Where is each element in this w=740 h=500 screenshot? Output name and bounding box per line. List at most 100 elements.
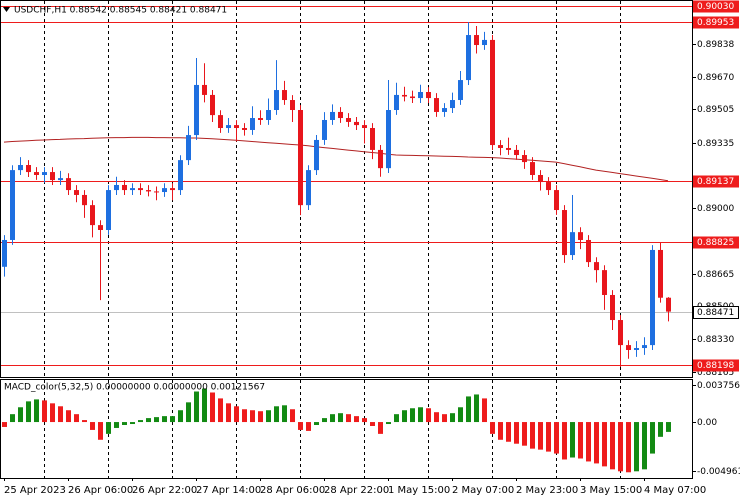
macd-bar: [306, 422, 311, 431]
candle-body: [482, 39, 487, 46]
macd-bar: [378, 422, 383, 434]
macd-bar: [106, 422, 111, 434]
macd-bar: [218, 398, 223, 423]
candle-body: [314, 139, 319, 171]
x-tick-label: 1 May 15:00: [388, 485, 450, 496]
candle-body: [474, 35, 479, 46]
y-tick-label: 0.00: [697, 418, 717, 428]
candle-body: [642, 345, 647, 349]
candle-body: [522, 155, 527, 163]
candle-body: [10, 170, 15, 240]
macd-bar: [666, 422, 671, 432]
macd-bar: [594, 422, 599, 464]
candle-body: [282, 90, 287, 101]
level-label-box: [693, 175, 739, 188]
macd-bar: [474, 394, 479, 423]
macd-bar: [186, 402, 191, 423]
macd-bar: [362, 418, 367, 423]
macd-bar: [114, 422, 119, 428]
macd-bar: [122, 422, 127, 426]
macd-bar: [154, 417, 159, 423]
macd-bar: [290, 409, 295, 423]
macd-bar: [162, 416, 167, 423]
candle-body: [274, 90, 279, 111]
x-tick-label: 25 Apr 2023: [4, 485, 66, 496]
main-frame: [0, 0, 693, 378]
candle-body: [50, 172, 55, 181]
candle-body: [82, 194, 87, 206]
macd-bar: [18, 407, 23, 423]
macd-bar: [522, 422, 527, 446]
level-label: 0.88198: [697, 361, 734, 371]
macd-bar: [458, 407, 463, 423]
candle-body: [298, 110, 303, 206]
macd-bar: [242, 409, 247, 423]
macd-bar: [394, 414, 399, 423]
candle-body: [354, 121, 359, 126]
macd-bar: [434, 412, 439, 423]
candle-body: [290, 100, 295, 111]
level-label: 0.89953: [697, 18, 734, 28]
candle-body: [58, 178, 63, 181]
x-tick-label: 3 May 15:00: [580, 485, 642, 496]
candle-body: [18, 165, 23, 171]
x-tick-label: 28 Apr 22:00: [324, 485, 389, 496]
candle-body: [74, 190, 79, 195]
macd-bar: [370, 422, 375, 426]
macd-bar: [490, 422, 495, 434]
macd-bar: [250, 410, 255, 423]
candle-body: [178, 160, 183, 191]
candle-body: [650, 249, 655, 346]
candle-body: [530, 162, 535, 175]
macd-bar: [234, 406, 239, 423]
candle-body: [538, 174, 543, 183]
macd-bar: [58, 406, 63, 423]
macd-bar: [194, 391, 199, 423]
macd-bar: [170, 416, 175, 423]
macd-bar: [634, 422, 639, 472]
candle-body: [626, 345, 631, 350]
candle-body: [90, 205, 95, 226]
macd-bar: [226, 403, 231, 423]
y-tick-label: 0.88165: [697, 368, 734, 378]
level-label: 0.89137: [697, 177, 734, 187]
y-tick-label: 0.89670: [697, 73, 734, 83]
macd-bar: [98, 422, 103, 440]
macd-bar: [354, 416, 359, 423]
candle-body: [186, 135, 191, 161]
candle-body: [130, 188, 135, 191]
macd-bar: [514, 422, 519, 444]
candle-body: [514, 149, 519, 156]
macd-frame: [0, 379, 693, 479]
candle-body: [410, 96, 415, 99]
macd-bar: [282, 405, 287, 423]
candle-body: [234, 125, 239, 129]
candle-body: [666, 297, 671, 312]
macd-bar: [346, 414, 351, 423]
macd-bar: [626, 422, 631, 473]
macd-bar: [482, 398, 487, 423]
candle-body: [266, 110, 271, 120]
macd-bar: [202, 388, 207, 423]
y-tick-label: 0.89838: [697, 40, 734, 50]
candle-body: [34, 172, 39, 175]
candle-body: [618, 320, 623, 346]
level-label: 0.88825: [697, 238, 734, 248]
candle-body: [658, 249, 663, 298]
macd-bar: [546, 422, 551, 452]
candle-body: [498, 145, 503, 148]
candle-body: [378, 149, 383, 169]
macd-bar: [402, 410, 407, 423]
macd-bar: [658, 422, 663, 437]
candle-body: [578, 232, 583, 240]
macd-bar: [386, 422, 391, 425]
candle-body: [554, 190, 559, 211]
macd-bar: [138, 420, 143, 423]
macd-bar: [450, 413, 455, 423]
macd-bar: [538, 422, 543, 450]
macd-bar: [610, 422, 615, 470]
y-tick-label: 0.88665: [697, 270, 734, 280]
y-tick-label: 0.0037565: [697, 381, 740, 391]
